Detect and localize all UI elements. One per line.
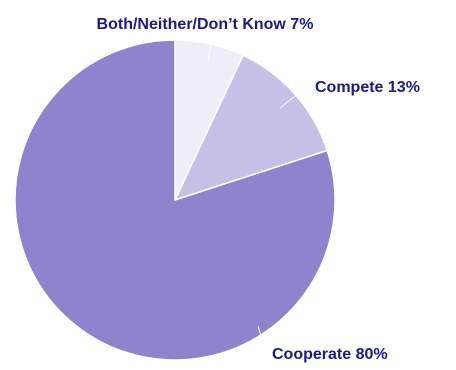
- pie-slice-compete: [173, 54, 329, 202]
- pie-slice-cooperate: [14, 39, 336, 361]
- data-label-compete: Compete 13%: [315, 79, 420, 96]
- data-label-cooperate: Cooperate 80%: [272, 346, 388, 363]
- leader-line-compete: [279, 85, 309, 109]
- leader-line-cooperate: [257, 325, 267, 353]
- leader-line-both-neither-don-t: [207, 35, 213, 63]
- data-label-both-neither-don-t: Both/Neither/Don’t Know 7%: [97, 16, 314, 33]
